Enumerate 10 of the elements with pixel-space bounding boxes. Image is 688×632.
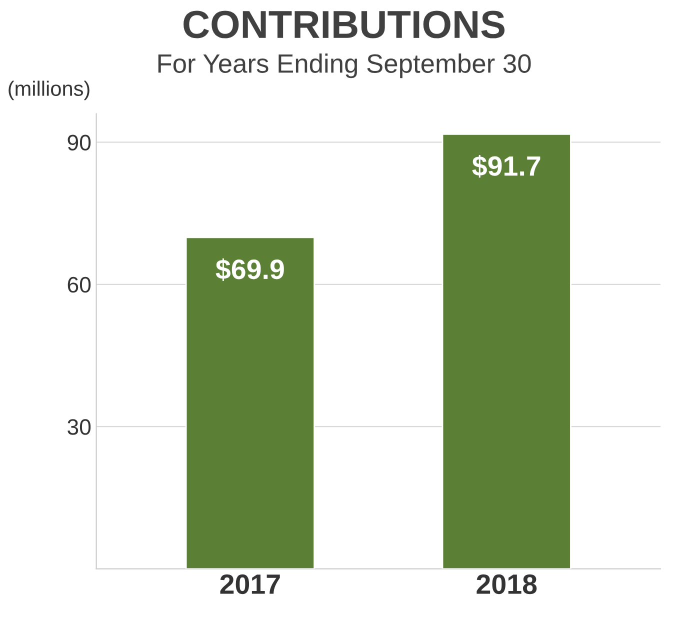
y-axis-title: (millions) bbox=[8, 80, 90, 100]
data-label: $91.7 bbox=[472, 154, 540, 178]
data-label: $69.9 bbox=[216, 258, 284, 281]
y-tick-label: 60 bbox=[68, 276, 91, 293]
x-tick-label: 2017 bbox=[220, 574, 280, 594]
x-tick-label: 2018 bbox=[476, 574, 537, 594]
y-tick-label: 90 bbox=[68, 134, 91, 150]
chart-title: CONTRIBUTIONS bbox=[184, 10, 505, 38]
y-tick-label: 30 bbox=[68, 419, 91, 435]
chart-subtitle: For Years Ending September 30 bbox=[158, 54, 531, 78]
